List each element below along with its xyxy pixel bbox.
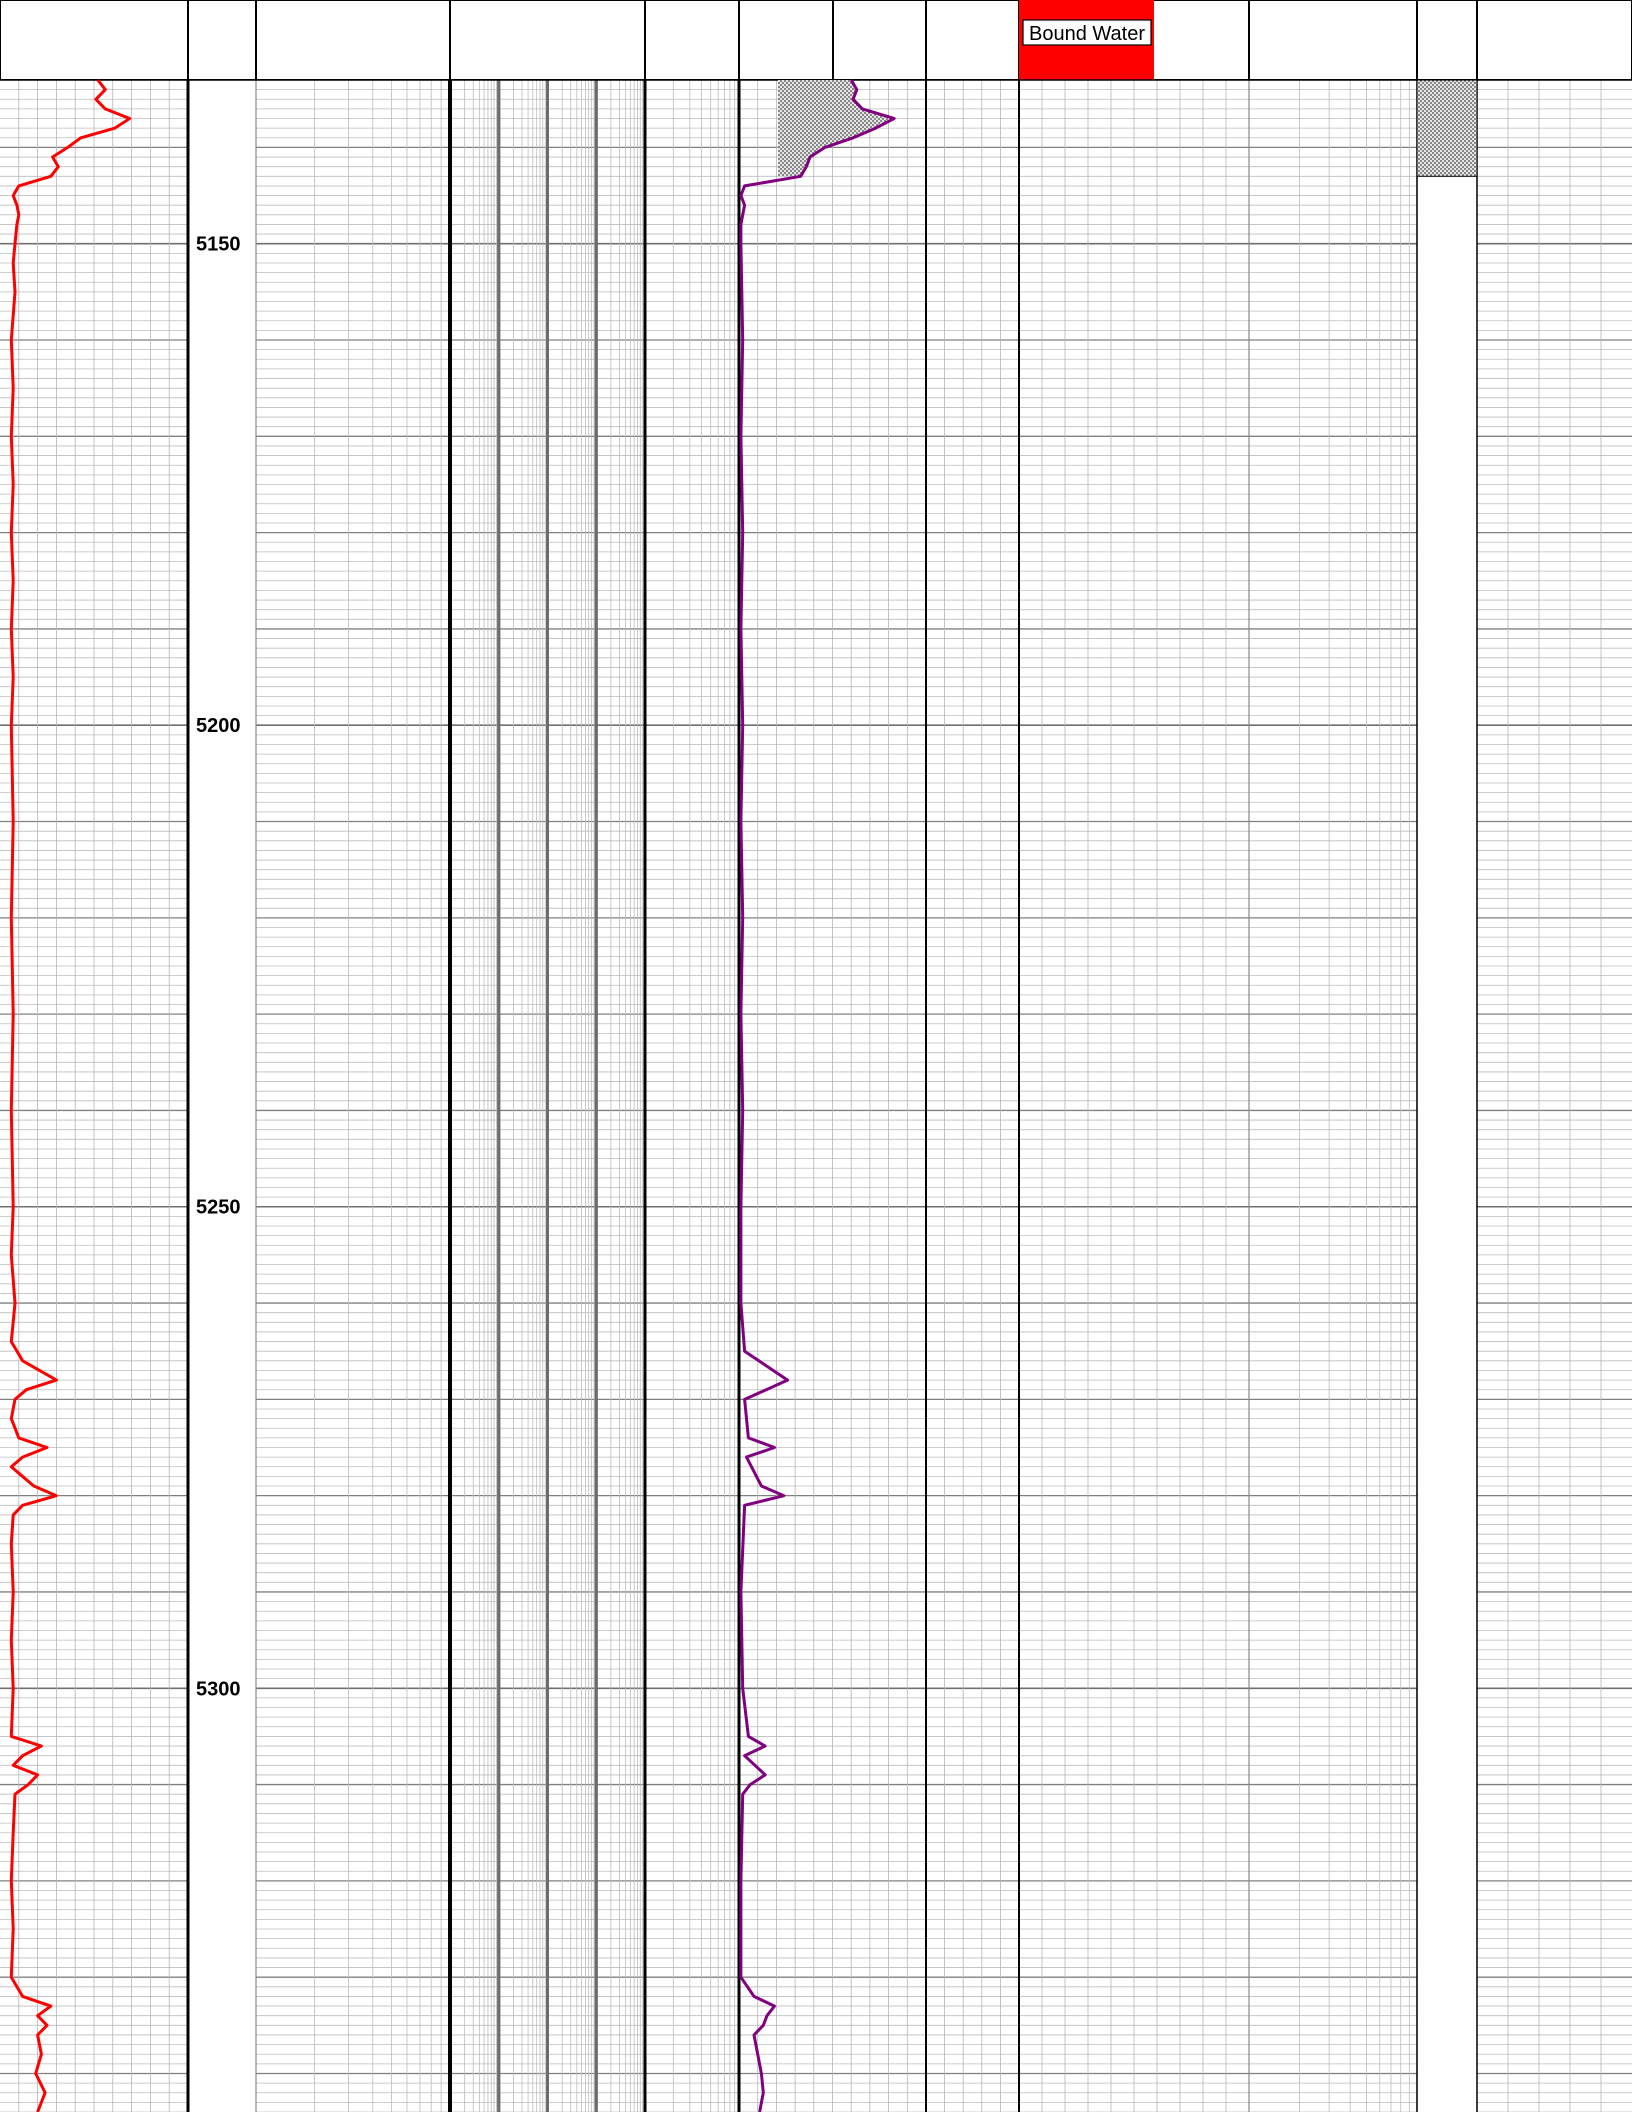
header-cell [739, 0, 833, 80]
bound-water-legend-box [1022, 19, 1152, 46]
depth-tick-label: 5250 [196, 1197, 241, 1219]
header-cell [1417, 0, 1477, 80]
track-header-row [0, 0, 1632, 80]
bound-water-legend: Bound Water [1019, 0, 1154, 80]
log-curve-left [9, 79, 132, 2112]
depth-tick-label: 5300 [196, 1678, 241, 1700]
curve-fills [778, 79, 1478, 177]
log-curves [9, 79, 896, 2112]
track-grids [0, 79, 1632, 2112]
bound-water-legend-label: Bound Water [1029, 23, 1145, 45]
log-curve-middle [739, 79, 896, 2112]
curve-fill-stipple [778, 80, 895, 177]
depth-labels: 5150 5200 5250 5300 [196, 234, 241, 1701]
depth-tick-label: 5200 [196, 715, 241, 737]
header-cell [1477, 0, 1632, 80]
stippled-interval [1416, 79, 1478, 177]
header-cell [256, 0, 450, 80]
header-cell [926, 0, 1019, 80]
header-cell [0, 0, 188, 80]
header-cell [188, 0, 256, 80]
header-cell [1249, 0, 1417, 80]
header-cell [645, 0, 739, 80]
header-cell [450, 0, 645, 80]
depth-tick-label: 5150 [196, 234, 241, 256]
header-cell [833, 0, 926, 80]
